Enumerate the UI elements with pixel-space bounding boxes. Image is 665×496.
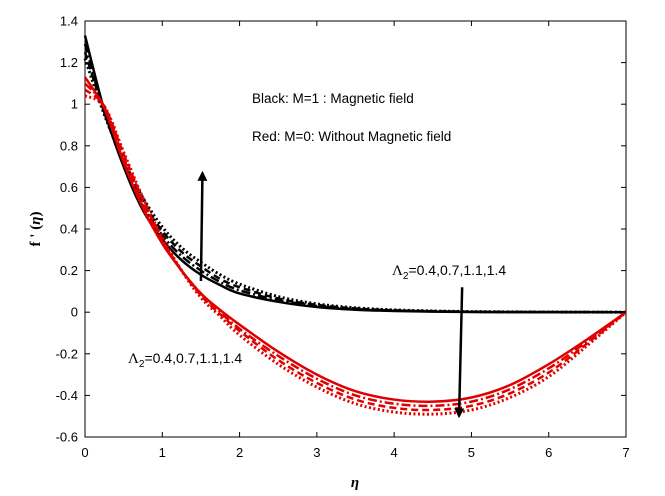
- x-tick-label: 3: [313, 445, 320, 460]
- lambda-values: =0.4,0.7,1.1,1.4: [408, 262, 506, 278]
- arrow-down-indicator: [454, 287, 465, 419]
- y-tick-label: 0.4: [60, 222, 78, 237]
- y-tick-label: -0.4: [56, 388, 78, 403]
- svg-text:Λ2=0.4,0.7,1.1,1.4: Λ2=0.4,0.7,1.1,1.4: [392, 262, 506, 282]
- x-axis-label: η: [351, 475, 359, 491]
- x-tick-label: 6: [545, 445, 552, 460]
- y-tick-label: 1.4: [60, 14, 78, 29]
- lambda-symbol: Λ: [392, 263, 403, 279]
- annotation-legend-red: Red: M=0: Without Magnetic field: [252, 129, 451, 144]
- y-tick-label: 0: [71, 305, 78, 320]
- y-tick-label: 1: [71, 97, 78, 112]
- series-line-6: [84, 82, 627, 408]
- lambda-symbol: Λ: [128, 351, 139, 367]
- y-tick-label: 0.2: [60, 263, 78, 278]
- series-group: [83, 35, 627, 416]
- series-line-7: [84, 88, 627, 412]
- arrow-up-indicator: [197, 170, 208, 282]
- parameter-label-right: Λ2=0.4,0.7,1.1,1.4: [392, 262, 506, 282]
- parameter-label-left: Λ2=0.4,0.7,1.1,1.4: [128, 350, 242, 370]
- x-tick-label: 4: [391, 445, 398, 460]
- x-tick-label: 0: [81, 445, 88, 460]
- x-tick-label: 5: [468, 445, 475, 460]
- x-tick-label: 2: [236, 445, 243, 460]
- series-line-5: [83, 76, 627, 403]
- y-tick-label: 1.2: [60, 55, 78, 70]
- y-tick-label: 0.8: [60, 138, 78, 153]
- lambda-subscript: 2: [403, 271, 409, 282]
- lambda-values: =0.4,0.7,1.1,1.4: [144, 350, 242, 366]
- tick-group: 0 1 2 3 4 5 6 7 -0.6 -0.4 -0.2 0 0.2 0.4 0.6 0.8 1 1.2 1.4: [56, 14, 630, 461]
- x-tick-label: 1: [159, 445, 166, 460]
- x-tick-label: 7: [622, 445, 629, 460]
- svg-text:Λ2=0.4,0.7,1.1,1.4: Λ2=0.4,0.7,1.1,1.4: [128, 350, 242, 370]
- series-line-3: [83, 51, 627, 314]
- y-tick-label: -0.6: [56, 430, 78, 445]
- lambda-subscript: 2: [139, 359, 145, 370]
- y-axis-label: f ' (η): [28, 212, 44, 247]
- y-tick-label: 0.6: [60, 180, 78, 195]
- series-line-8: [84, 94, 627, 416]
- y-tick-label: -0.2: [56, 346, 78, 361]
- annotation-legend-black: Black: M=1 : Magnetic field: [252, 91, 414, 106]
- plot-area: [84, 20, 627, 438]
